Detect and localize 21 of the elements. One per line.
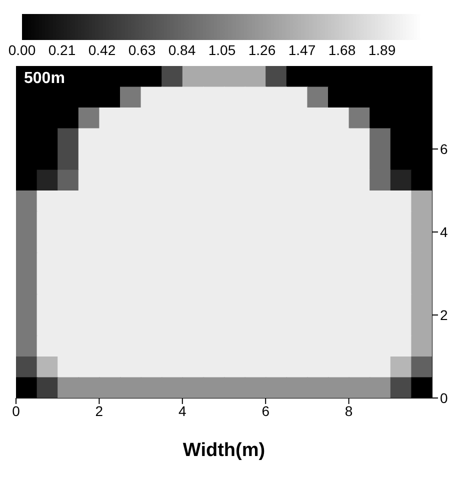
x-tick-label: 2 — [95, 402, 104, 419]
color-bar-label: 1.05 — [208, 42, 236, 58]
x-tick-label: 6 — [262, 402, 270, 419]
color-bar-label: 0.21 — [48, 42, 76, 58]
x-tick-label: 4 — [178, 402, 186, 419]
color-bar-label: 1.26 — [248, 42, 276, 58]
y-tick-label: 2 — [440, 306, 448, 323]
y-tick-label: 0 — [440, 390, 448, 406]
color-bar-label: 0.63 — [128, 42, 156, 58]
color-bar-label: 1.47 — [288, 42, 316, 58]
x-tick-label: 0 — [12, 402, 20, 419]
color-bar-label: 1.89 — [368, 42, 396, 58]
x-tick-label: 8 — [344, 402, 353, 419]
annotation: 500m — [24, 70, 65, 88]
color-bar-label: 0.84 — [168, 42, 196, 58]
y-tick-label: 6 — [440, 140, 448, 157]
x-axis-title: Width(m) — [182, 440, 266, 461]
color-bar-label: 1.68 — [328, 42, 356, 58]
y-tick-label: 4 — [440, 224, 448, 240]
color-bar-label: 0.42 — [88, 42, 116, 58]
color-bar-label: 0.00 — [8, 42, 36, 58]
